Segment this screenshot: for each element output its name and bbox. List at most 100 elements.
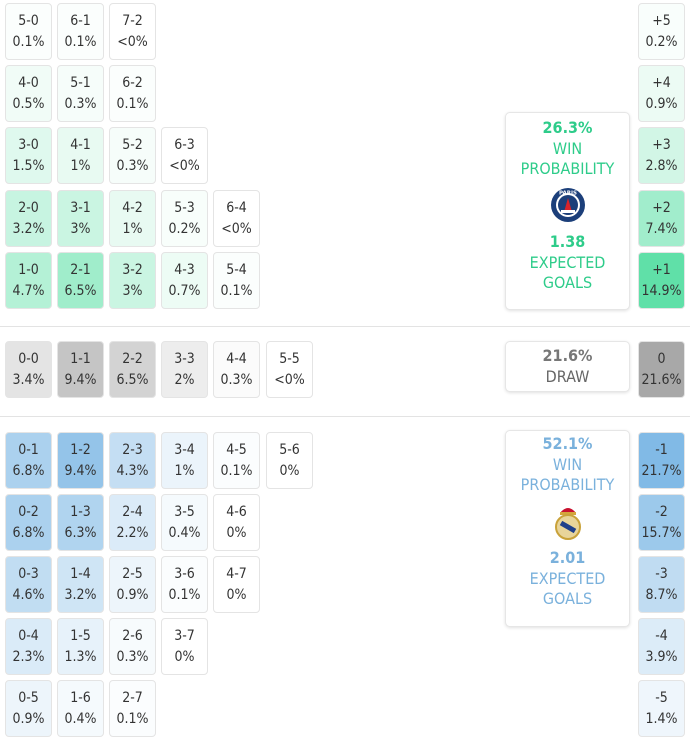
scoreline-cell[interactable]: 0-1 6.8% [5, 432, 52, 489]
scoreline-cell[interactable]: 0-5 0.9% [5, 680, 52, 737]
score-label: -4 [655, 628, 668, 644]
probability-label: 8.7% [645, 587, 678, 603]
probability-label: 0% [279, 463, 300, 479]
goal-margin-cell[interactable]: -3 8.7% [638, 556, 685, 613]
probability-label: 0% [226, 525, 247, 541]
scoreline-cell[interactable]: 5-2 0.3% [109, 127, 156, 184]
score-label: 2-6 [122, 628, 143, 644]
away-win-probability: 52.1% [542, 434, 593, 453]
probability-label: <0% [169, 158, 200, 174]
score-label: 2-2 [122, 351, 143, 367]
goal-margin-cell[interactable]: -1 21.7% [638, 432, 685, 489]
score-label: +4 [652, 75, 671, 91]
score-label: 3-2 [122, 262, 143, 278]
score-label: 0-2 [18, 504, 39, 520]
goal-margin-cell[interactable]: -2 15.7% [638, 494, 685, 551]
scoreline-cell[interactable]: 4-2 1% [109, 190, 156, 247]
score-label: 4-6 [226, 504, 247, 520]
scoreline-cell[interactable]: 3-7 0% [161, 618, 208, 675]
scoreline-cell[interactable]: 2-3 4.3% [109, 432, 156, 489]
score-label: 2-3 [122, 442, 143, 458]
scoreline-cell[interactable]: 4-6 0% [213, 494, 260, 551]
probability-label: 6.8% [12, 525, 45, 541]
scoreline-cell[interactable]: 4-7 0% [213, 556, 260, 613]
scoreline-cell[interactable]: 7-2 <0% [109, 3, 156, 60]
scoreline-cell[interactable]: 6-3 <0% [161, 127, 208, 184]
goal-margin-cell[interactable]: +5 0.2% [638, 3, 685, 60]
score-label: 3-0 [18, 137, 39, 153]
score-label: 3-3 [174, 351, 195, 367]
scoreline-cell[interactable]: 5-1 0.3% [57, 65, 104, 122]
scoreline-cell[interactable]: 5-0 0.1% [5, 3, 52, 60]
goal-margin-cell[interactable]: -4 3.9% [638, 618, 685, 675]
probability-label: 0.9% [645, 96, 678, 112]
score-label: +2 [652, 200, 671, 216]
scoreline-cell[interactable]: 2-7 0.1% [109, 680, 156, 737]
score-label: 3-5 [174, 504, 195, 520]
goal-margin-cell[interactable]: -5 1.4% [638, 680, 685, 737]
probability-label: 0.4% [64, 711, 97, 727]
probability-label: 0.5% [12, 96, 45, 112]
score-label: 3-6 [174, 566, 195, 582]
score-label: 3-4 [174, 442, 195, 458]
scoreline-cell[interactable]: 0-0 3.4% [5, 341, 52, 398]
home-expected-goals: 1.38 [549, 232, 586, 251]
away-expected-goals: 2.01 [549, 548, 586, 567]
goal-margin-cell[interactable]: 0 21.6% [638, 341, 685, 398]
scoreline-cell[interactable]: 1-1 9.4% [57, 341, 104, 398]
scoreline-cell[interactable]: 6-2 0.1% [109, 65, 156, 122]
scoreline-cell[interactable]: 0-4 2.3% [5, 618, 52, 675]
scoreline-cell[interactable]: 4-1 1% [57, 127, 104, 184]
score-label: 6-3 [174, 137, 195, 153]
scoreline-cell[interactable]: 1-3 6.3% [57, 494, 104, 551]
scoreline-cell[interactable]: 5-4 0.1% [213, 252, 260, 309]
scoreline-cell[interactable]: 4-5 0.1% [213, 432, 260, 489]
score-label: 3-1 [70, 200, 91, 216]
scoreline-cell[interactable]: 3-1 3% [57, 190, 104, 247]
score-label: 1-3 [70, 504, 91, 520]
scoreline-cell[interactable]: 3-3 2% [161, 341, 208, 398]
real-madrid-crest-icon [550, 503, 586, 540]
scoreline-cell[interactable]: 3-0 1.5% [5, 127, 52, 184]
scoreline-cell[interactable]: 3-6 0.1% [161, 556, 208, 613]
score-label: 4-2 [122, 200, 143, 216]
scoreline-cell[interactable]: 1-0 4.7% [5, 252, 52, 309]
scoreline-cell[interactable]: 1-4 3.2% [57, 556, 104, 613]
scoreline-cell[interactable]: 3-5 0.4% [161, 494, 208, 551]
scoreline-cell[interactable]: 5-5 <0% [266, 341, 313, 398]
probability-label: 3.2% [12, 221, 45, 237]
scoreline-cell[interactable]: 2-5 0.9% [109, 556, 156, 613]
goal-margin-cell[interactable]: +4 0.9% [638, 65, 685, 122]
probability-label: 1.5% [12, 158, 45, 174]
probability-label: 6.8% [12, 463, 45, 479]
scoreline-cell[interactable]: 4-4 0.3% [213, 341, 260, 398]
scoreline-cell[interactable]: 2-0 3.2% [5, 190, 52, 247]
scoreline-cell[interactable]: 6-1 0.1% [57, 3, 104, 60]
scoreline-cell[interactable]: 4-3 0.7% [161, 252, 208, 309]
scoreline-cell[interactable]: 2-6 0.3% [109, 618, 156, 675]
probability-label: 15.7% [641, 525, 682, 541]
score-label: 6-1 [70, 13, 91, 29]
probability-label: 1.4% [645, 711, 678, 727]
scoreline-cell[interactable]: 1-5 1.3% [57, 618, 104, 675]
scoreline-cell[interactable]: 2-4 2.2% [109, 494, 156, 551]
scoreline-cell[interactable]: 3-4 1% [161, 432, 208, 489]
scoreline-cell[interactable]: 3-2 3% [109, 252, 156, 309]
goal-margin-cell[interactable]: +2 7.4% [638, 190, 685, 247]
scoreline-cell[interactable]: 0-3 4.6% [5, 556, 52, 613]
win-label: WIN [552, 139, 583, 158]
divider [0, 416, 690, 417]
scoreline-cell[interactable]: 2-1 6.5% [57, 252, 104, 309]
scoreline-cell[interactable]: 1-6 0.4% [57, 680, 104, 737]
scoreline-cell[interactable]: 0-2 6.8% [5, 494, 52, 551]
scoreline-cell[interactable]: 6-4 <0% [213, 190, 260, 247]
scoreline-cell[interactable]: 5-3 0.2% [161, 190, 208, 247]
goal-margin-cell[interactable]: +1 14.9% [638, 252, 685, 309]
scoreline-cell[interactable]: 1-2 9.4% [57, 432, 104, 489]
scoreline-cell[interactable]: 4-0 0.5% [5, 65, 52, 122]
probability-label: 0.1% [64, 34, 97, 50]
scoreline-cell[interactable]: 2-2 6.5% [109, 341, 156, 398]
goal-margin-cell[interactable]: +3 2.8% [638, 127, 685, 184]
score-label: 0-5 [18, 690, 39, 706]
scoreline-cell[interactable]: 5-6 0% [266, 432, 313, 489]
